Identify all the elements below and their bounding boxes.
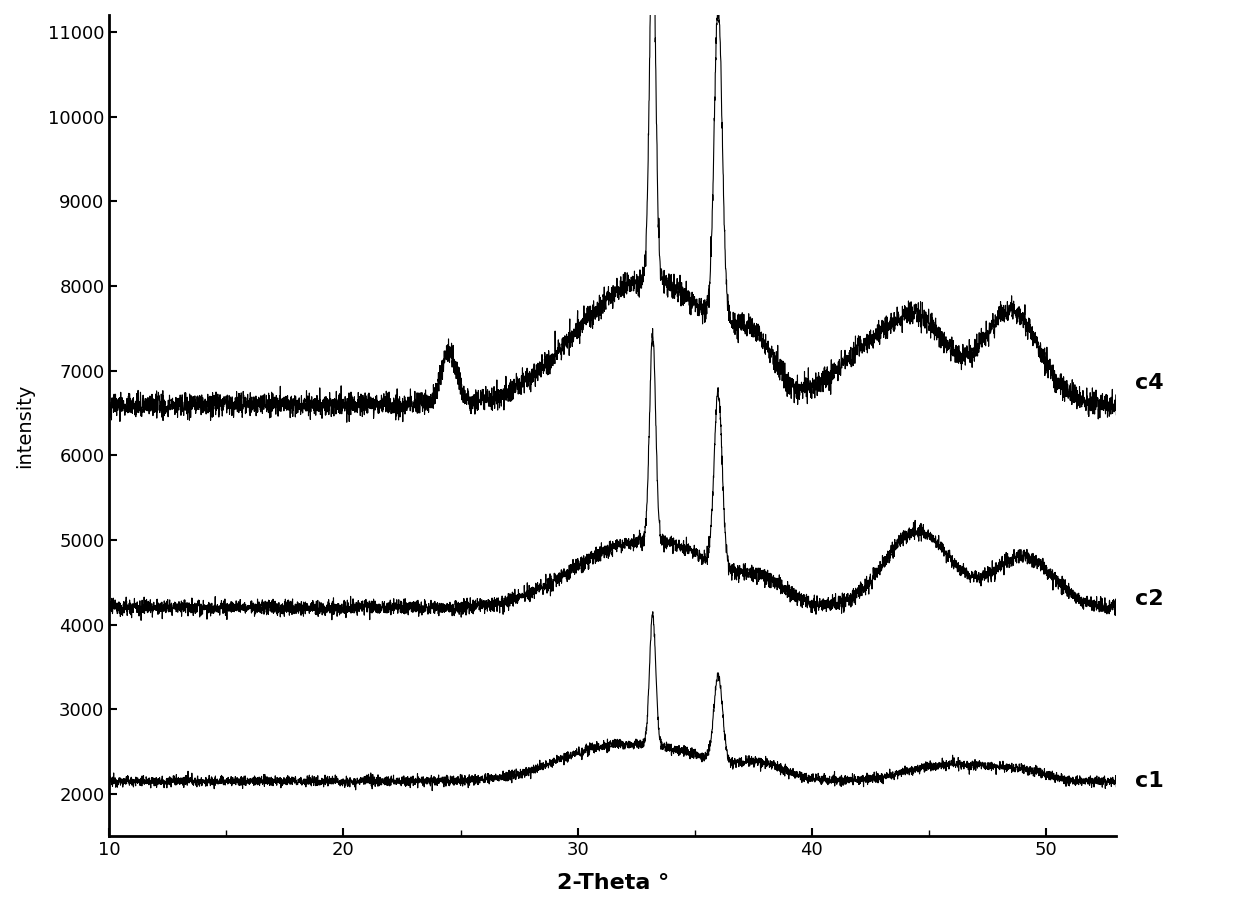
Text: c4: c4	[1135, 373, 1163, 393]
X-axis label: 2-Theta °: 2-Theta °	[557, 873, 668, 893]
Text: c1: c1	[1135, 771, 1164, 791]
Y-axis label: intensity: intensity	[15, 383, 33, 468]
Text: c2: c2	[1135, 589, 1163, 609]
